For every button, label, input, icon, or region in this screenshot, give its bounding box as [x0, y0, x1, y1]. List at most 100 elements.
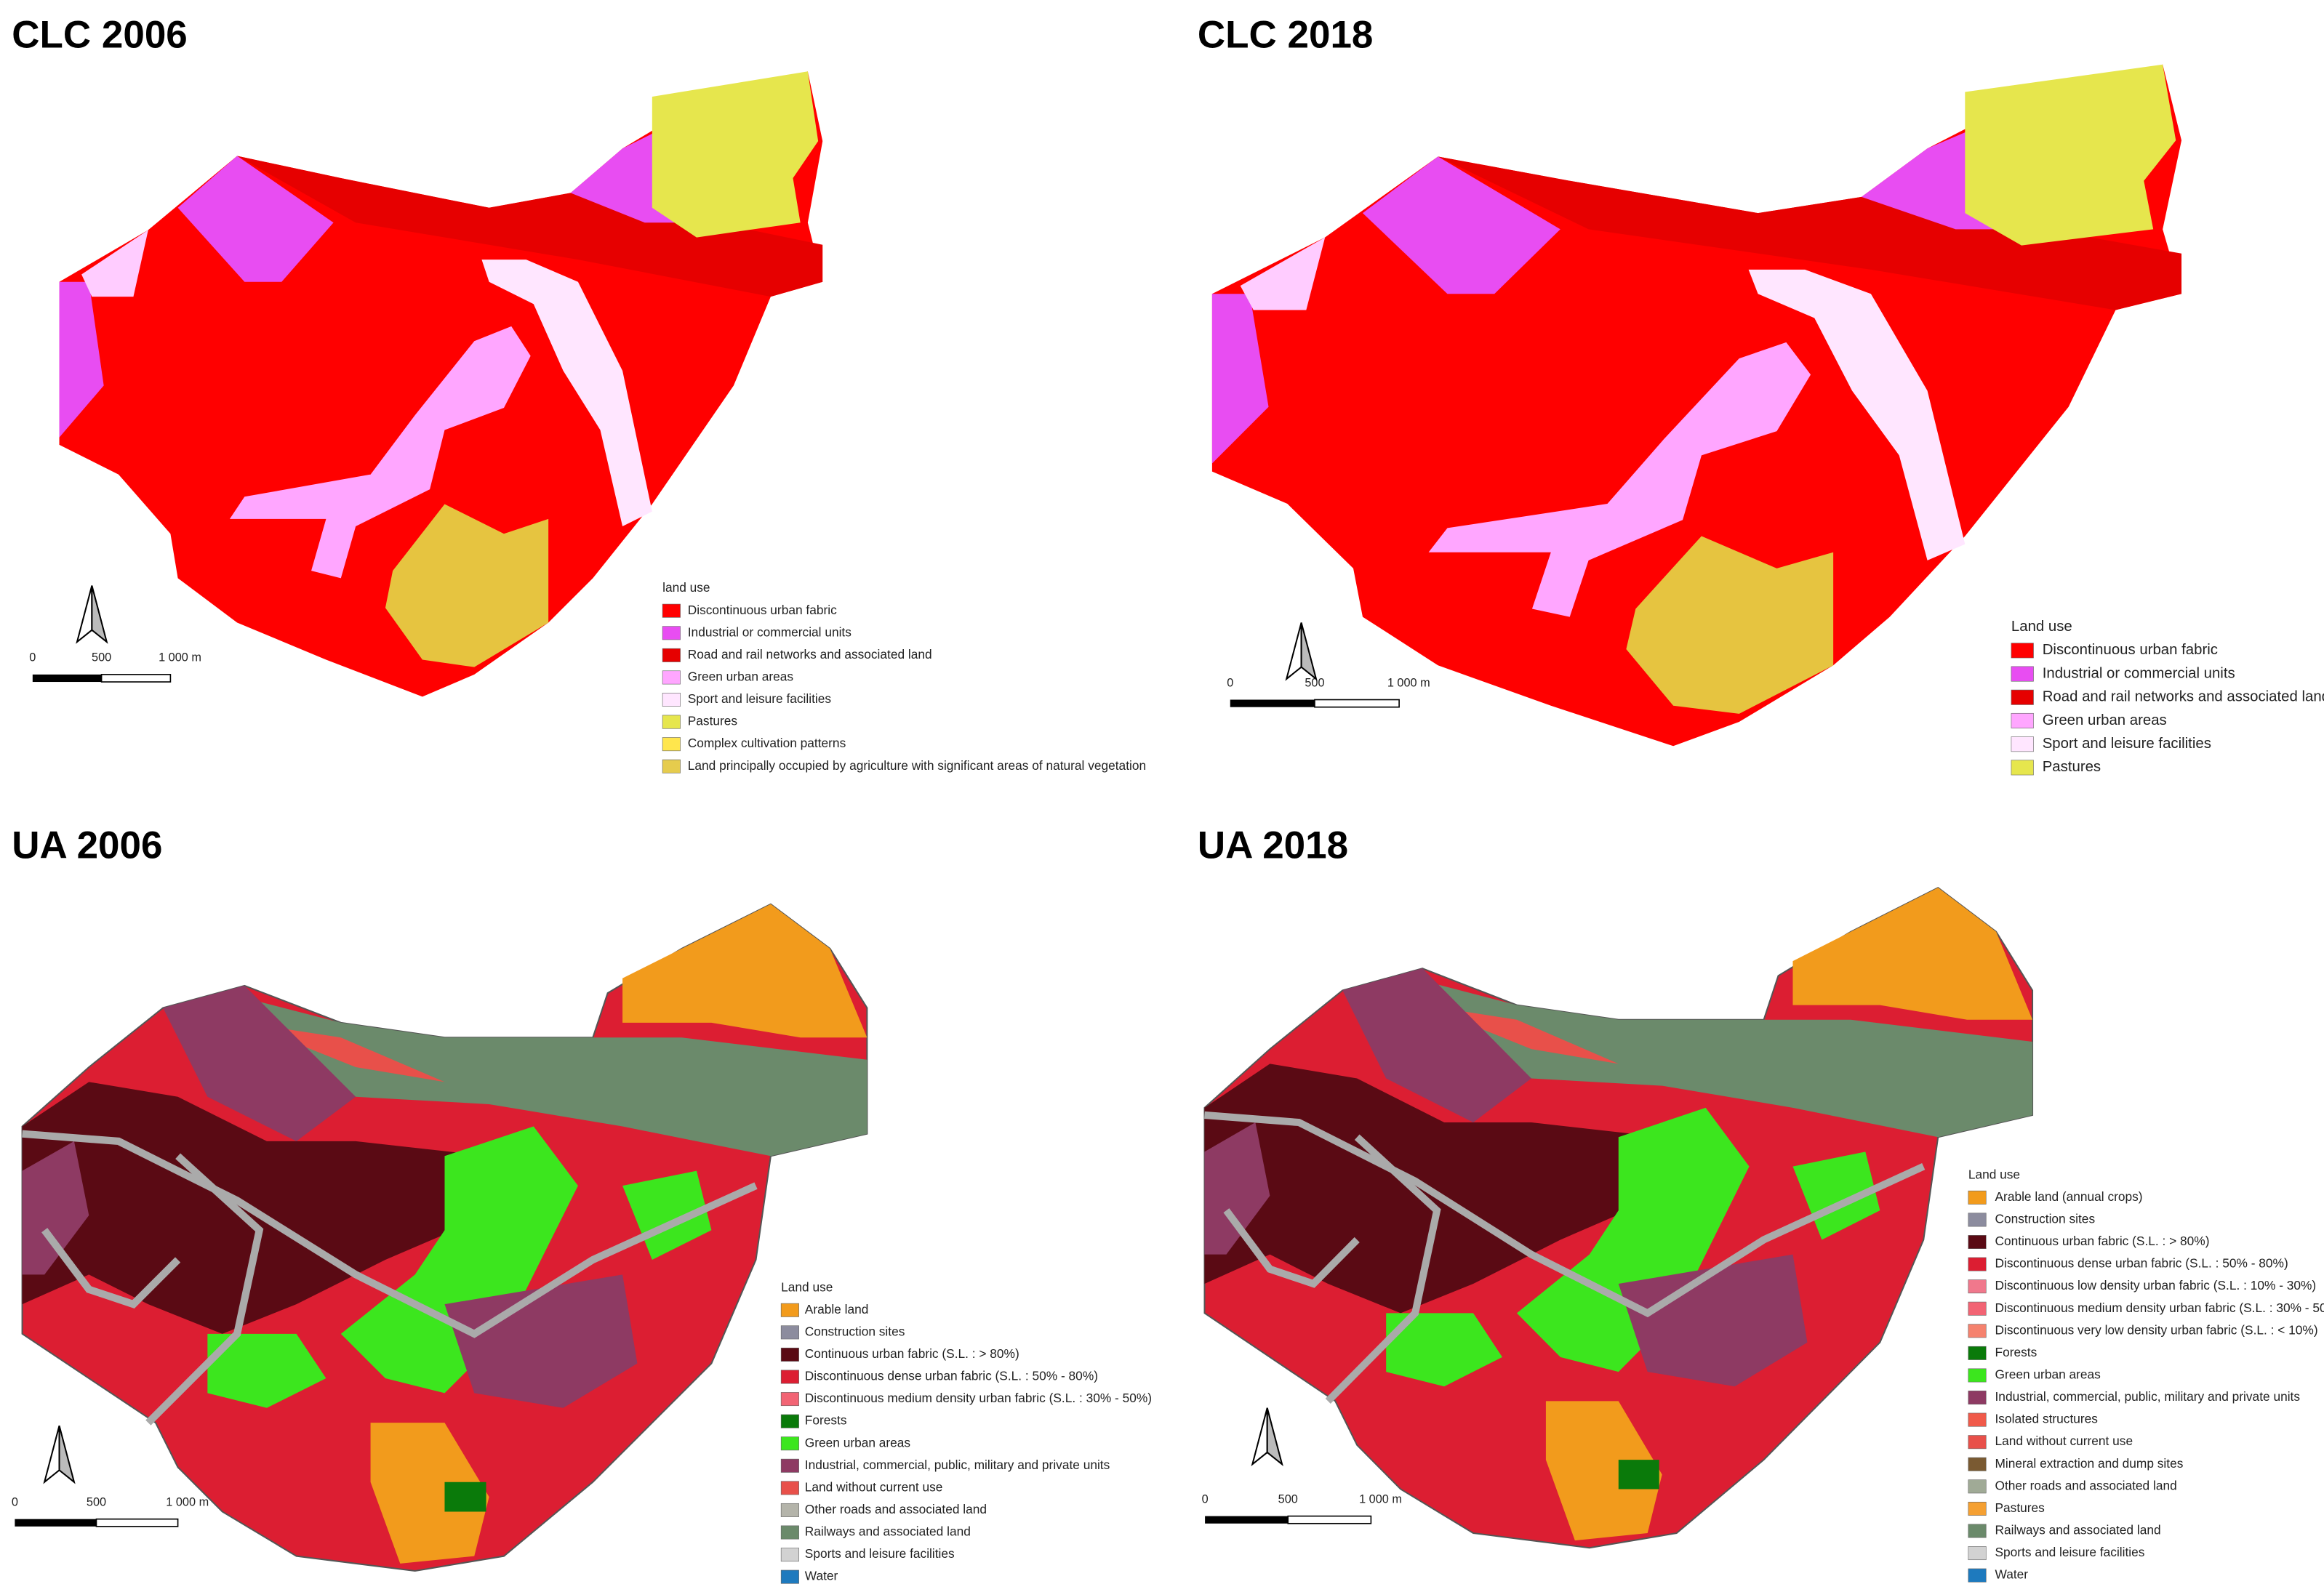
legend-swatch [780, 1458, 799, 1473]
panel-title: CLC 2006 [12, 13, 187, 56]
scale-label: 500 [87, 1496, 106, 1509]
legend-label: Continuous urban fabric (S.L. : > 80%) [1995, 1234, 2210, 1248]
scale-bar-black [1230, 699, 1315, 707]
legend-swatch [780, 1569, 799, 1584]
north-arrow [1285, 622, 1302, 681]
legend-label: Arable land [805, 1302, 869, 1316]
legend-swatch [662, 759, 681, 773]
scale-label: 1 000 m [159, 651, 201, 664]
ua-2006-map [23, 904, 868, 1571]
legend-swatch [1968, 1324, 1987, 1338]
legend-title: Land use [2011, 619, 2072, 635]
legend-label: Construction sites [805, 1324, 905, 1338]
north-arrow [1251, 1407, 1268, 1466]
legend-label: Industrial or commercial units [2043, 665, 2235, 681]
legend-swatch [662, 693, 681, 707]
legend-swatch [780, 1436, 799, 1451]
legend-label: Industrial or commercial units [688, 624, 852, 639]
legend-label: Arable land (annual crops) [1995, 1189, 2143, 1204]
legend-swatch [2011, 689, 2034, 705]
legend-label: Forests [1995, 1345, 2037, 1359]
legend-label: Discontinuous low density urban fabric (… [1995, 1278, 2317, 1293]
legend-swatch [2011, 712, 2034, 728]
legend-label: Green urban areas [688, 670, 794, 684]
legend-swatch [662, 715, 681, 729]
legend-swatch [780, 1548, 799, 1562]
legend-label: Road and rail networks and associated la… [2043, 689, 2324, 705]
legend-label: Land without current use [1995, 1434, 2133, 1448]
legend-swatch [780, 1525, 799, 1540]
legend-swatch [1968, 1213, 1987, 1227]
north-arrow [1300, 622, 1318, 681]
scale-bar-white [1287, 1515, 1372, 1524]
legend-label: Land principally occupied by agriculture… [688, 758, 1146, 773]
panel-title: UA 2006 [12, 824, 162, 867]
legend-swatch [1968, 1412, 1987, 1427]
ua-2018-map [1204, 888, 2032, 1548]
north-arrow [76, 585, 93, 644]
legend-swatch [1968, 1346, 1987, 1360]
legend-label: Green urban areas [805, 1435, 911, 1450]
scale-label: 1 000 m [166, 1496, 209, 1509]
scale-bar-white [95, 1518, 179, 1527]
scale-bar-black [15, 1519, 97, 1527]
scale-label: 1 000 m [1387, 676, 1430, 689]
scale-label: 0 [29, 651, 36, 664]
legend-label: Sport and leisure facilities [688, 691, 832, 706]
scale-bar-white [1314, 699, 1400, 708]
legend-label: Discontinuous urban fabric [688, 603, 837, 617]
legend-label: Discontinuous medium density urban fabri… [1995, 1300, 2324, 1315]
legend-label: Railways and associated land [1995, 1523, 2161, 1537]
legend-swatch [1968, 1190, 1987, 1205]
scale-label: 500 [1305, 676, 1324, 689]
legend-label: Other roads and associated land [1995, 1478, 2177, 1492]
north-arrow [1266, 1407, 1283, 1466]
scale-label: 0 [1202, 1492, 1209, 1505]
legend-swatch [1968, 1501, 1987, 1516]
legend-label: Water [1995, 1567, 2029, 1582]
legend-swatch [780, 1325, 799, 1340]
legend-label: Other roads and associated land [805, 1502, 987, 1516]
legend-label: Complex cultivation patterns [688, 736, 846, 750]
legend-swatch [662, 737, 681, 752]
legend-swatch [1968, 1546, 1987, 1561]
legend-swatch [780, 1370, 799, 1384]
legend-swatch [780, 1503, 799, 1517]
legend-swatch [662, 626, 681, 640]
legend-swatch [662, 648, 681, 662]
legend-label: Pastures [1995, 1500, 2045, 1515]
legend-label: Discontinuous dense urban fabric (S.L. :… [1995, 1256, 2288, 1271]
legend-swatch [780, 1303, 799, 1317]
legend-label: Railways and associated land [805, 1524, 971, 1539]
legend-swatch [1968, 1391, 1987, 1405]
legend-label: Road and rail networks and associated la… [688, 647, 932, 662]
legend-swatch [780, 1392, 799, 1407]
legend-swatch [1968, 1279, 1987, 1294]
legend-swatch [1968, 1235, 1987, 1249]
legend-label: Construction sites [1995, 1212, 2096, 1226]
legend-swatch [2011, 666, 2034, 682]
legend-swatch [2011, 643, 2034, 659]
clc-2018-map [1211, 64, 2182, 747]
legend-label: Discontinuous medium density urban fabri… [805, 1391, 1152, 1405]
legend-label: Forests [805, 1413, 847, 1428]
legend-label: Water [805, 1569, 838, 1583]
legend-title: Land use [1968, 1167, 2020, 1181]
scale-label: 500 [1278, 1492, 1298, 1505]
legend-label: Pastures [688, 714, 738, 728]
legend-label: Land without current use [805, 1479, 943, 1494]
legend-label: Industrial, commercial, public, military… [1995, 1389, 2301, 1404]
legend-label: Discontinuous urban fabric [2043, 642, 2218, 658]
scale-bar-black [1205, 1516, 1289, 1524]
legend-swatch [1968, 1257, 1987, 1271]
legend-label: Discontinuous very low density urban fab… [1995, 1322, 2318, 1337]
legend-label: Industrial, commercial, public, military… [805, 1458, 1110, 1472]
legend-label: Isolated structures [1995, 1412, 2099, 1426]
legend-title: Land use [781, 1279, 833, 1294]
legend-swatch [662, 670, 681, 685]
legend-swatch [1968, 1524, 1987, 1538]
north-arrow [58, 1426, 76, 1484]
legend-swatch [1968, 1368, 1987, 1383]
